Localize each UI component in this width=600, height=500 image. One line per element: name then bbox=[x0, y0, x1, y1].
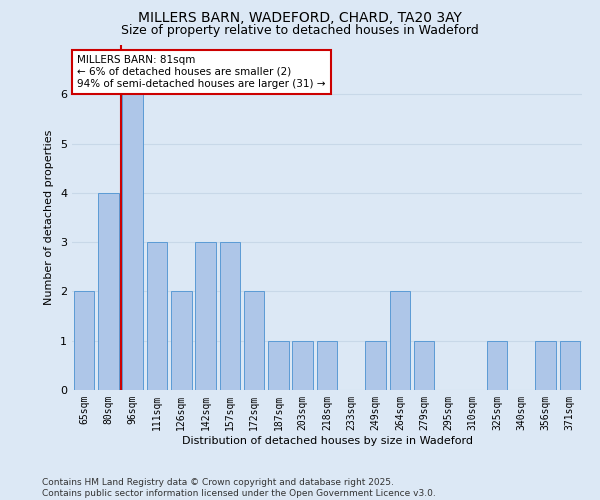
Bar bbox=[98, 193, 119, 390]
Bar bbox=[244, 292, 265, 390]
Bar bbox=[317, 340, 337, 390]
Bar bbox=[389, 292, 410, 390]
Bar bbox=[74, 292, 94, 390]
Text: MILLERS BARN: 81sqm
← 6% of detached houses are smaller (2)
94% of semi-detached: MILLERS BARN: 81sqm ← 6% of detached hou… bbox=[77, 56, 326, 88]
Bar bbox=[487, 340, 508, 390]
Bar bbox=[146, 242, 167, 390]
Text: Contains HM Land Registry data © Crown copyright and database right 2025.
Contai: Contains HM Land Registry data © Crown c… bbox=[42, 478, 436, 498]
Bar bbox=[195, 242, 216, 390]
Bar bbox=[292, 340, 313, 390]
Text: MILLERS BARN, WADEFORD, CHARD, TA20 3AY: MILLERS BARN, WADEFORD, CHARD, TA20 3AY bbox=[138, 11, 462, 25]
Bar bbox=[268, 340, 289, 390]
Text: Size of property relative to detached houses in Wadeford: Size of property relative to detached ho… bbox=[121, 24, 479, 37]
Bar bbox=[220, 242, 240, 390]
Bar bbox=[122, 94, 143, 390]
Bar bbox=[560, 340, 580, 390]
Bar bbox=[365, 340, 386, 390]
Bar bbox=[171, 292, 191, 390]
X-axis label: Distribution of detached houses by size in Wadeford: Distribution of detached houses by size … bbox=[182, 436, 473, 446]
Y-axis label: Number of detached properties: Number of detached properties bbox=[44, 130, 55, 305]
Bar bbox=[414, 340, 434, 390]
Bar bbox=[535, 340, 556, 390]
